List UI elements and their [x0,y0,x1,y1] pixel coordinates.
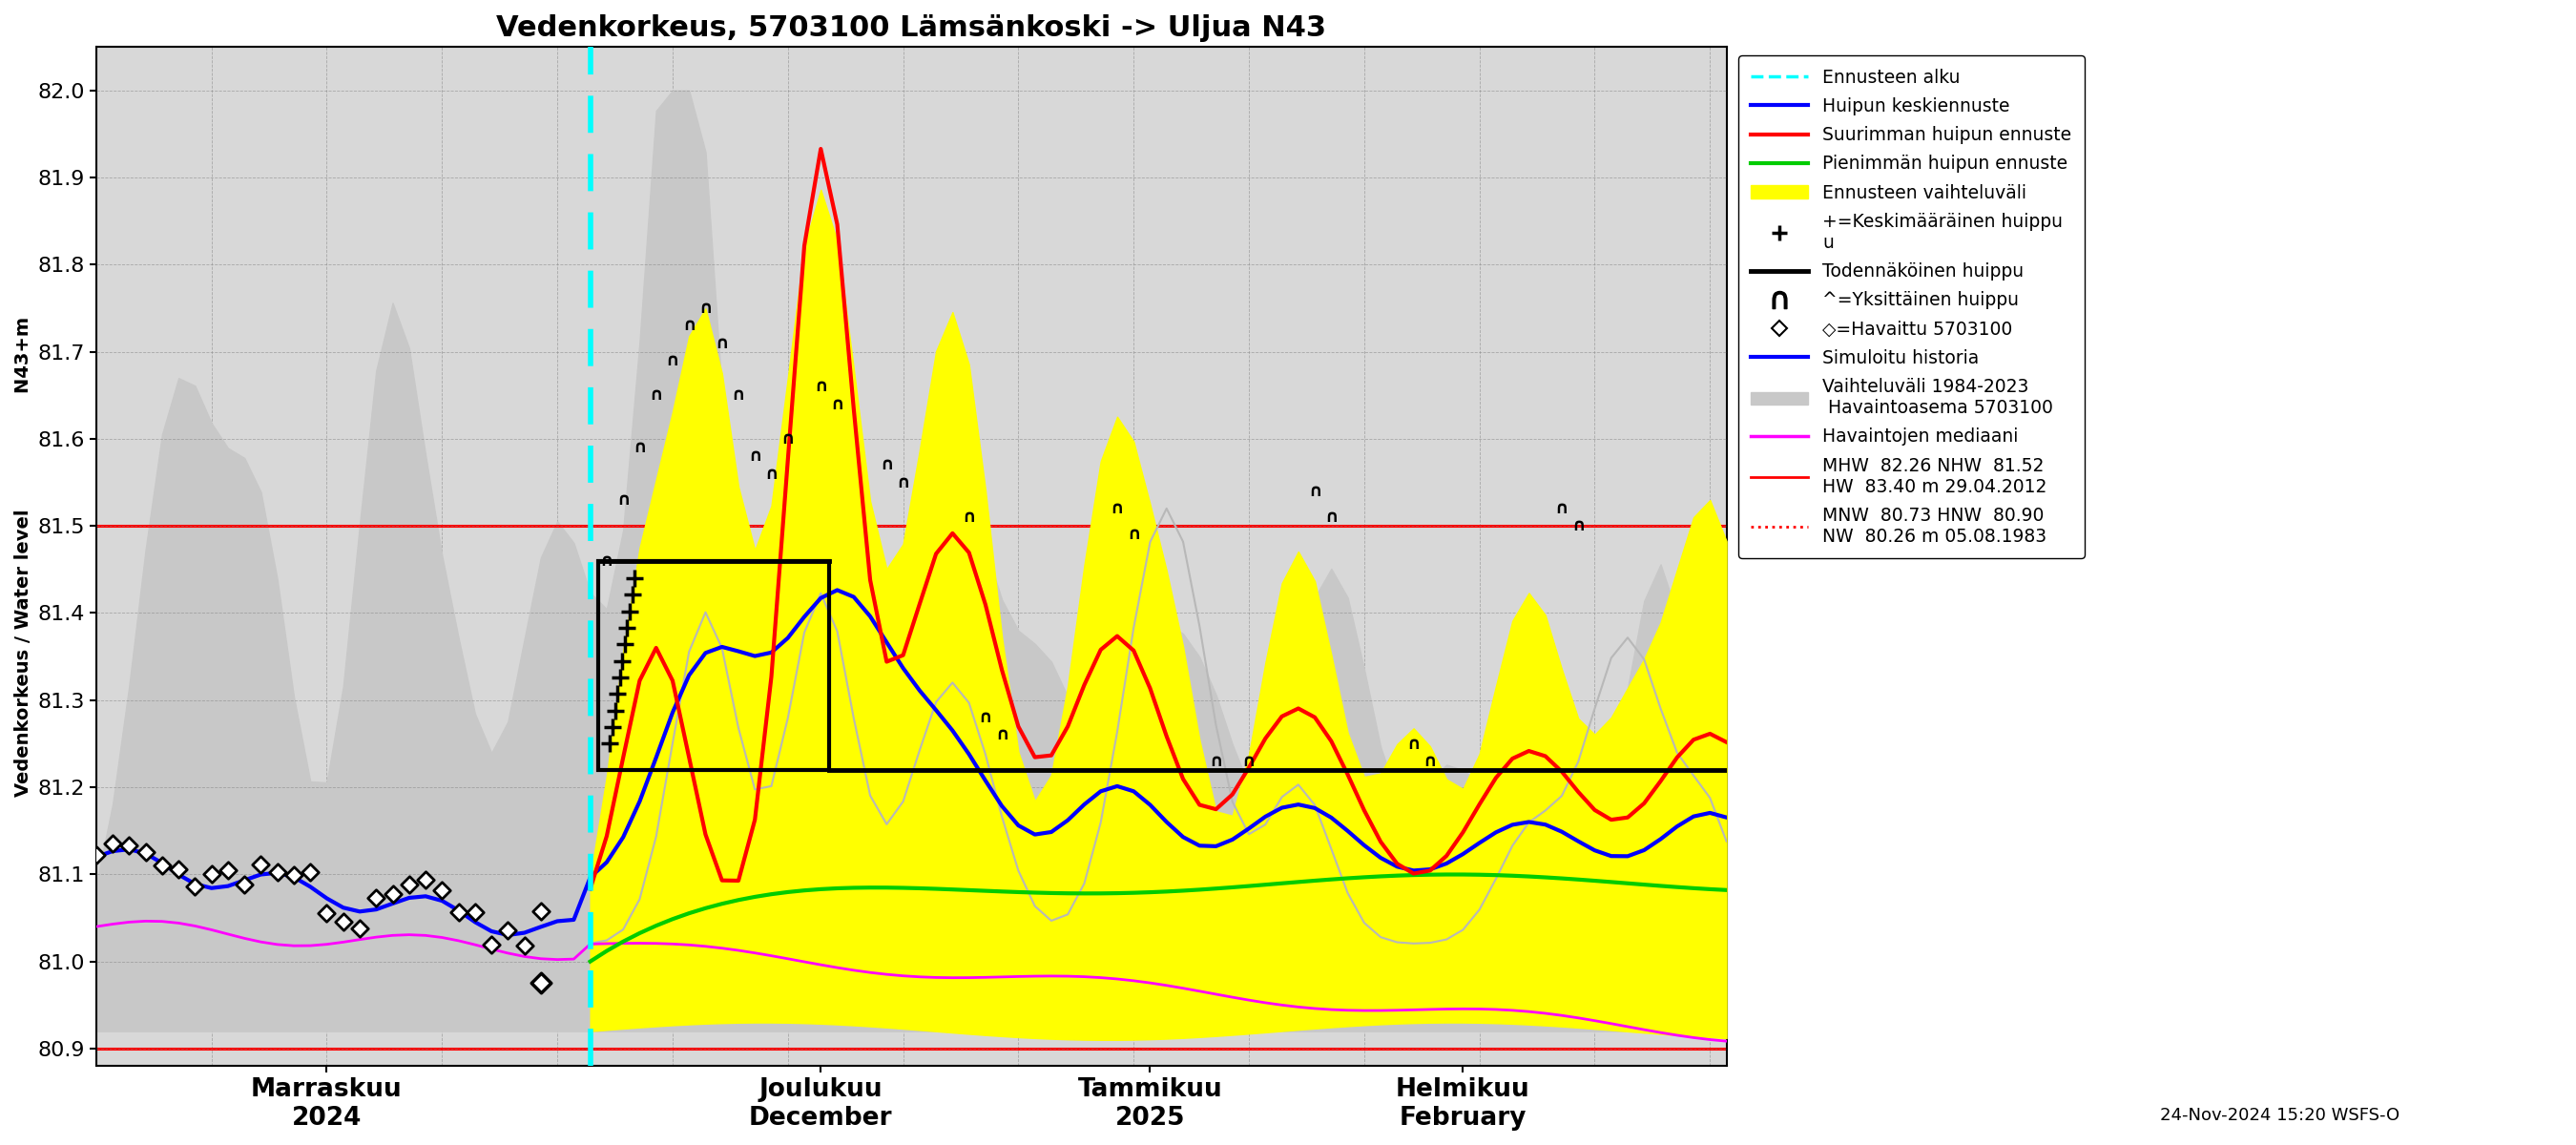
Text: ∩: ∩ [961,508,976,526]
Text: ∩: ∩ [1309,483,1321,500]
Point [487,921,528,939]
Text: 24-Nov-2024 15:20 WSFS-O: 24-Nov-2024 15:20 WSFS-O [2159,1107,2401,1124]
Text: ∩: ∩ [616,491,631,508]
Text: ∩: ∩ [634,439,647,456]
Point [289,862,330,881]
Legend: Ennusteen alku, Huipun keskiennuste, Suurimman huipun ennuste, Pienimmän huipun : Ennusteen alku, Huipun keskiennuste, Suu… [1739,56,2084,558]
Point [340,919,381,938]
Point [438,902,479,921]
Point [273,866,314,884]
Text: ∩: ∩ [1406,735,1419,752]
Text: ∩: ∩ [716,334,729,352]
Text: ∩: ∩ [1556,500,1569,518]
Point [191,866,232,884]
Point [471,935,513,954]
Bar [598,561,829,769]
Point [240,855,281,874]
Text: ∩: ∩ [896,474,909,491]
Text: ∩: ∩ [979,709,992,726]
Text: ∩: ∩ [1126,527,1141,544]
Point [224,875,265,893]
Text: ∩: ∩ [994,727,1010,744]
Point [175,877,216,895]
Point [206,861,247,879]
Text: ∩: ∩ [781,431,796,448]
Point [355,889,397,907]
Text: ∩: ∩ [649,387,662,404]
Point [520,974,562,993]
Text: ∩: ∩ [747,448,762,465]
Point [142,856,183,875]
Text: ∩: ∩ [878,457,894,474]
Point [520,902,562,921]
Title: Vedenkorkeus, 5703100 Lämsänkoski -> Uljua N43: Vedenkorkeus, 5703100 Lämsänkoski -> Ulj… [497,14,1327,42]
Point [371,885,412,903]
Text: ∩: ∩ [1208,752,1224,769]
Text: ∩: ∩ [1571,518,1584,535]
Point [75,846,116,864]
Point [157,860,198,878]
Text: ∩: ∩ [665,352,680,369]
Text: ∩: ∩ [683,317,696,334]
Text: ∩: ∩ [1242,752,1257,769]
Point [108,837,149,855]
Y-axis label: Vedenkorkeus / Water level                  N43+m: Vedenkorkeus / Water level N43+m [15,316,33,797]
Text: ∩: ∩ [814,378,827,395]
Point [258,862,299,881]
Text: ∩: ∩ [698,300,714,317]
Text: ∩: ∩ [1422,752,1437,769]
Point [307,905,348,923]
Text: ∩: ∩ [600,552,613,569]
Point [126,843,167,861]
Text: ∩: ∩ [765,465,778,482]
Text: ∩: ∩ [732,387,744,404]
Point [422,882,464,900]
Text: ∩: ∩ [829,395,845,412]
Point [389,876,430,894]
Point [93,835,134,853]
Point [505,937,546,955]
Text: ∩: ∩ [1324,508,1337,526]
Point [453,903,495,922]
Point [322,913,363,931]
Point [404,870,446,889]
Text: ∩: ∩ [1110,500,1123,518]
